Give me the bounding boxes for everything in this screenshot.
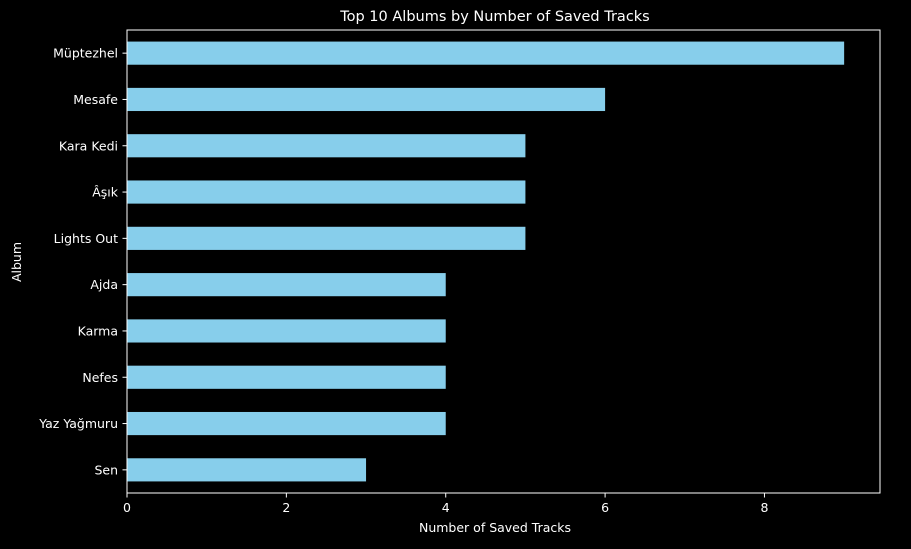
x-tick-label: 4 bbox=[442, 500, 450, 515]
chart-title: Top 10 Albums by Number of Saved Tracks bbox=[339, 9, 650, 25]
bar bbox=[127, 87, 606, 112]
y-tick-label: Yaz Yağmuru bbox=[38, 416, 118, 431]
y-tick-label: Mesafe bbox=[73, 92, 118, 107]
y-tick-label: Kara Kedi bbox=[59, 138, 118, 153]
x-tick-label: 8 bbox=[760, 500, 768, 515]
y-tick-label: Karma bbox=[78, 323, 118, 338]
bar bbox=[127, 365, 446, 389]
y-tick-label: Müptezhel bbox=[53, 46, 118, 61]
y-tick-label: Ajda bbox=[90, 277, 118, 292]
x-tick-label: 0 bbox=[123, 500, 131, 515]
bar bbox=[127, 226, 526, 250]
bar bbox=[127, 319, 446, 343]
bar bbox=[127, 41, 845, 65]
bar bbox=[127, 273, 446, 297]
y-tick-label: Âşık bbox=[92, 185, 119, 200]
x-axis-label: Number of Saved Tracks bbox=[419, 520, 571, 535]
y-tick-label: Nefes bbox=[82, 370, 118, 385]
plot-frame bbox=[126, 29, 881, 494]
bar bbox=[127, 180, 526, 204]
ticks-layer: Müptezhel Mesafe Kara Kedi Âşık Lights Out Aj… bbox=[38, 46, 768, 515]
bar bbox=[127, 458, 367, 482]
y-tick-label: Lights Out bbox=[54, 231, 118, 246]
bar bbox=[127, 411, 446, 436]
bar bbox=[127, 134, 526, 158]
x-tick-label: 6 bbox=[601, 500, 609, 515]
bars-layer bbox=[127, 41, 845, 482]
y-tick-label: Sen bbox=[94, 462, 118, 477]
y-axis-label: Album bbox=[9, 242, 24, 282]
x-tick-label: 2 bbox=[282, 500, 290, 515]
axes-layer bbox=[126, 29, 881, 494]
